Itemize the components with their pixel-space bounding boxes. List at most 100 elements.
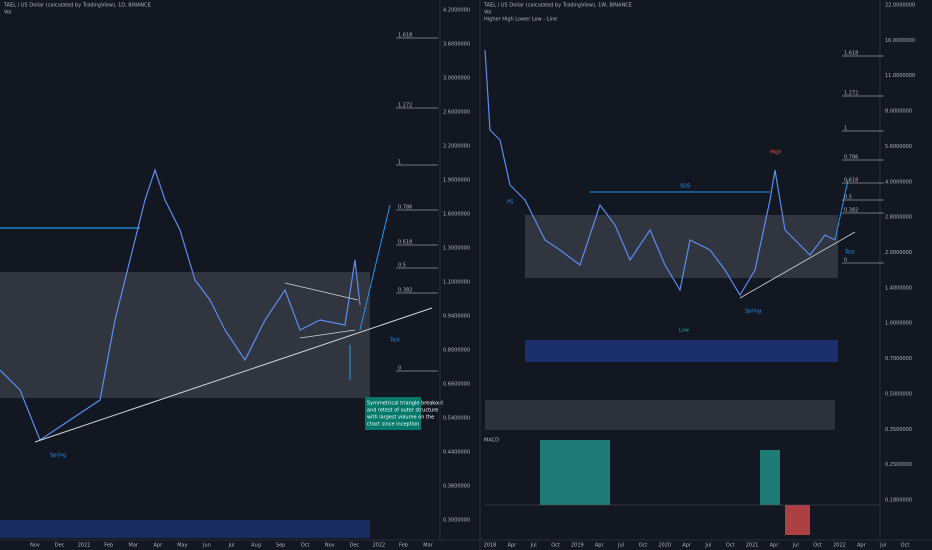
fib-label: 0.786 — [844, 155, 858, 161]
projection — [359, 204, 391, 331]
price-line — [0, 168, 361, 441]
y-axis-label: 0.3600000 — [443, 484, 470, 490]
macd-hist — [760, 450, 780, 505]
y-axis-label: 1.3000000 — [443, 246, 470, 252]
y-axis-label: 0.6600000 — [443, 382, 470, 388]
fib-label: 0.786 — [398, 205, 412, 211]
fib-label: 1.618 — [398, 33, 412, 39]
x-axis-label: Jul — [704, 543, 711, 549]
fib-label: 0 — [398, 366, 401, 372]
y-axis-label: 1.0000000 — [885, 321, 912, 327]
x-axis-label: Apr — [595, 543, 605, 549]
x-axis-label: 2018 — [484, 543, 497, 549]
annotation-box — [365, 397, 421, 430]
y-axis-label: 8.0000000 — [885, 109, 912, 115]
x-axis-label: Oct — [639, 543, 648, 549]
trend-line — [34, 307, 433, 443]
fib-label: 0.5 — [844, 195, 852, 201]
y-axis-label: 0.7000000 — [885, 356, 912, 362]
macd-hist — [785, 505, 810, 535]
y-axis-label: 0.8000000 — [443, 348, 470, 354]
x-axis-label: Apr — [682, 543, 692, 549]
x-axis-label: Apr — [770, 543, 780, 549]
label: High — [770, 150, 782, 156]
fib-label: 1.272 — [844, 91, 858, 97]
y-axis-label: 4.0000000 — [885, 179, 912, 185]
fib-label: 1 — [844, 126, 847, 132]
label: PS — [507, 200, 513, 206]
fib-label: 1 — [398, 160, 401, 166]
range-box — [0, 272, 370, 398]
price-line — [484, 49, 836, 297]
fib-label: 0.618 — [398, 240, 412, 246]
annotation: Symmetrical triangle breakout — [367, 401, 443, 407]
x-axis-label: Sep — [276, 543, 285, 549]
x-axis-label: 2021 — [78, 543, 91, 549]
label: SOS — [680, 184, 690, 190]
x-axis-label: Jul — [792, 543, 799, 549]
range-box — [525, 215, 838, 278]
x-axis-label: Mar — [423, 543, 433, 549]
x-axis-label: Jul — [227, 543, 234, 549]
triangle-line — [284, 282, 359, 301]
triangle-line — [299, 329, 356, 339]
y-axis-label: 3.6000000 — [443, 42, 470, 48]
y-axis-label: 2.2000000 — [443, 144, 470, 150]
x-axis-label: Feb — [104, 543, 113, 549]
x-axis-label: Aug — [251, 543, 261, 549]
y-axis-label: 5.6000000 — [885, 144, 912, 150]
x-axis-label: Jul — [530, 543, 537, 549]
annotation: chart since inception — [367, 422, 419, 428]
fib-label: 1.272 — [398, 103, 412, 109]
x-axis-label: Apr — [857, 543, 867, 549]
x-axis-label: May — [177, 543, 187, 549]
y-axis-label: 4.2000000 — [443, 8, 470, 14]
y-axis-label: 0.3500000 — [885, 427, 912, 433]
x-axis-label: 2019 — [571, 543, 584, 549]
label: Spring — [745, 309, 761, 315]
x-axis-label: Oct — [726, 543, 735, 549]
volume-band — [0, 520, 370, 538]
fib-label: 0 — [844, 258, 847, 264]
macd-label: MACD — [484, 438, 499, 444]
x-axis-label: Feb — [399, 543, 408, 549]
y-axis-label: 11.0000000 — [885, 73, 915, 79]
fib-label: 0.382 — [844, 208, 858, 214]
x-axis-label: Jun — [202, 543, 211, 549]
y-axis-label: 1.1000000 — [443, 280, 470, 286]
x-axis-label: Oct — [813, 543, 822, 549]
x-axis-label: Jul — [617, 543, 624, 549]
y-axis-label: 0.5000000 — [885, 391, 912, 397]
projection — [834, 179, 849, 241]
x-axis-label: Jul — [879, 543, 886, 549]
fib-label: 0.5 — [398, 263, 406, 269]
volume-band — [525, 340, 838, 362]
indicator-label: Higher High Lower Low - Line — [484, 17, 557, 23]
fib-label: 0.618 — [844, 178, 858, 184]
x-axis-label: Oct — [301, 543, 310, 549]
x-axis-label: Nov — [325, 543, 335, 549]
y-axis-label: 16.0000000 — [885, 38, 915, 44]
x-axis-label: Apr — [508, 543, 518, 549]
x-axis-label: 2020 — [658, 543, 671, 549]
annotation: with largest volume on the — [367, 415, 434, 421]
y-axis-label: 0.3000000 — [443, 518, 470, 524]
y-axis-label: 0.5400000 — [443, 416, 470, 422]
label: Test — [844, 250, 855, 256]
trend-line — [739, 231, 856, 299]
fib-label: 0.382 — [398, 288, 412, 294]
y-axis-label: 22.0000000 — [885, 3, 915, 9]
y-axis-label: 1.4000000 — [885, 285, 912, 291]
x-axis-label: Mar — [129, 543, 139, 549]
pane-title: TAEL / US Dollar (calculated by TradingV… — [483, 3, 632, 9]
x-axis-label: Apr — [153, 543, 163, 549]
vol-label: Vol — [484, 10, 491, 16]
y-axis-label: 0.9400000 — [443, 314, 470, 320]
macd-hist — [540, 440, 610, 505]
y-axis-label: 1.6000000 — [443, 212, 470, 218]
y-axis-label: 1.9000000 — [443, 178, 470, 184]
label: Spring — [50, 453, 66, 459]
fib-label: 1.618 — [844, 51, 858, 57]
